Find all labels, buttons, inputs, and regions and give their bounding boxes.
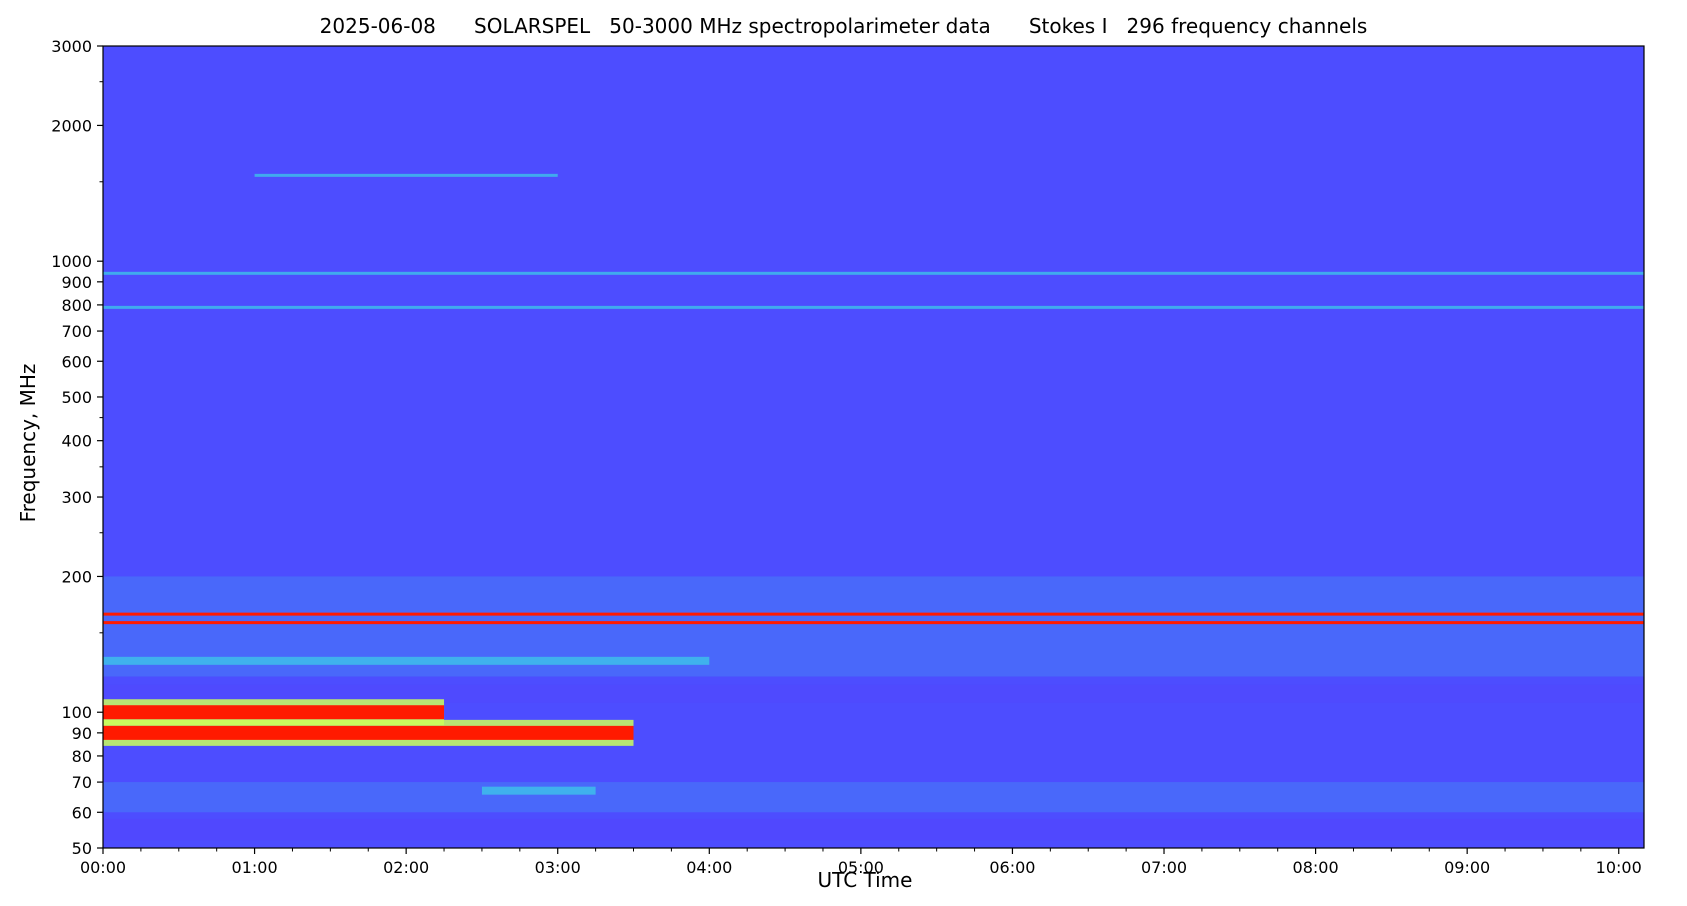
heatmap-feature-band [103, 656, 710, 665]
y-tick-label: 300 [61, 488, 92, 507]
y-tick-label: 80 [72, 747, 92, 766]
y-tick-label: 60 [72, 803, 92, 822]
heatmap-feature-band [254, 173, 558, 177]
heatmap-feature-band [103, 612, 1644, 616]
y-tick-label: 3000 [51, 37, 92, 56]
y-tick-label: 2000 [51, 116, 92, 135]
y-tick-label: 70 [72, 773, 92, 792]
heatmap-feature-band [103, 621, 1644, 625]
heatmap-texture-band [103, 818, 1644, 841]
y-tick-label: 800 [61, 296, 92, 315]
y-tick-label: 500 [61, 388, 92, 407]
heatmap-feature-band [481, 786, 596, 795]
heatmap-feature-band [103, 725, 634, 740]
x-tick-label: 10:00 [1596, 858, 1642, 877]
x-tick-label: 04:00 [686, 858, 732, 877]
chart-title: 2025-06-08 SOLARSPEL 50-3000 MHz spectro… [319, 14, 1368, 38]
y-tick-label: 90 [72, 724, 92, 743]
y-tick-label: 900 [61, 273, 92, 292]
y-axis: 50 60 70 80 90 100 200 300 400 500 600 700 800 900 100… [51, 37, 103, 858]
y-tick-label: 1000 [51, 252, 92, 271]
x-tick-label: 07:00 [1141, 858, 1187, 877]
y-tick-label: 700 [61, 322, 92, 341]
heatmap-texture-band [103, 684, 1644, 703]
heatmap-layer [103, 46, 1644, 848]
plot-frame [102, 45, 1645, 849]
heatmap-feature-band [103, 705, 445, 720]
heatmap-texture-band [103, 782, 1644, 813]
y-tick-label: 100 [61, 703, 92, 722]
x-tick-label: 03:00 [535, 858, 581, 877]
x-tick-label: 09:00 [1444, 858, 1490, 877]
x-axis: 00:00 01:00 02:00 03:00 04:00 05:00 06:00 07:00… [80, 848, 1642, 877]
y-tick-label: 50 [72, 839, 92, 858]
x-axis-label: UTC Time [817, 868, 913, 892]
x-tick-label: 08:00 [1293, 858, 1339, 877]
y-tick-label: 400 [61, 432, 92, 451]
y-tick-label: 200 [61, 567, 92, 586]
x-tick-label: 01:00 [232, 858, 278, 877]
heatmap-feature-band [103, 305, 1644, 309]
x-tick-label: 00:00 [80, 858, 126, 877]
y-tick-label: 600 [61, 352, 92, 371]
heatmap-feature-band [103, 271, 1644, 275]
x-tick-label: 06:00 [989, 858, 1035, 877]
x-tick-label: 02:00 [383, 858, 429, 877]
x-tick-label: 05:00 [838, 858, 884, 877]
